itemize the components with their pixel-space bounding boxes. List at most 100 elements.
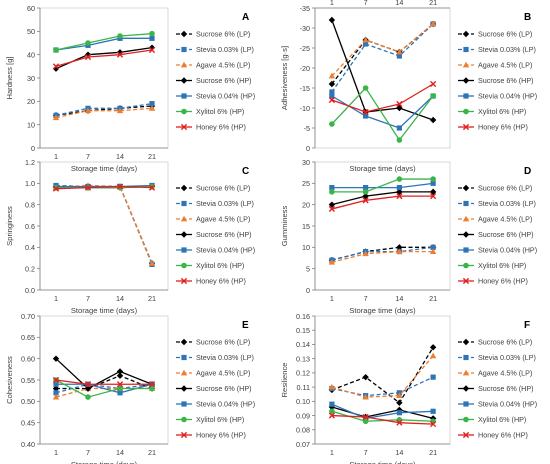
legend-marker [462, 431, 470, 439]
series-stevia-0-04-hp [329, 180, 436, 191]
legend-label: Xylitol 6% (HP) [196, 261, 244, 270]
data-point [362, 36, 369, 43]
y-tick-label: 25 [302, 179, 310, 188]
series-line [55, 185, 153, 190]
series-honey-6-hp [328, 193, 437, 213]
legend-label: Sucrose 6% (LP) [478, 30, 532, 39]
y-axis-title: Gumminess [280, 206, 289, 247]
legend-entry: Sucrose 6% (HP) [458, 384, 534, 393]
panel-letter: A [242, 12, 249, 23]
y-axis-title: Adhesiveness [g·s] [280, 46, 289, 110]
legend-marker [463, 354, 469, 361]
data-point [429, 20, 437, 27]
legend-entry: Stevia 0.03% (LP) [176, 45, 254, 54]
legend-entry: Stevia 0.04% (HP) [458, 92, 537, 101]
legend-marker [181, 416, 187, 423]
legend-entry: Agave 4.5% (LP) [458, 215, 532, 224]
data-point [53, 47, 59, 53]
legend-entry: Honey 6% (HP) [176, 431, 246, 440]
panel-letter: C [242, 166, 249, 177]
data-point [84, 107, 92, 114]
legend-entry: Sucrose 6% (LP) [458, 338, 532, 347]
legend-label: Honey 6% (HP) [478, 277, 528, 286]
legend-marker [462, 30, 470, 38]
series-xylitol-6-hp [53, 30, 155, 53]
data-point [430, 420, 437, 428]
series-line [331, 23, 434, 85]
legend-label: Agave 4.5% (LP) [478, 61, 532, 70]
data-point [362, 85, 369, 91]
legend-marker [462, 369, 470, 376]
y-axis-title: Resilience [280, 362, 289, 397]
series-line [331, 403, 434, 420]
series-sucrose-6-lp [328, 244, 437, 264]
data-point [429, 415, 437, 422]
legend-marker [462, 231, 470, 238]
data-point [430, 80, 437, 88]
series-line [331, 246, 434, 261]
legend-entry: Agave 4.5% (LP) [176, 369, 250, 378]
legend-entry: Stevia 0.04% (HP) [458, 400, 537, 409]
series-line [55, 105, 153, 116]
series-line [331, 246, 434, 261]
y-tick-label: 0.14 [296, 340, 310, 349]
legend-marker [180, 215, 188, 222]
series-line [331, 95, 434, 129]
series-xylitol-6-hp [329, 176, 436, 195]
y-tick-label: 0.60 [21, 354, 35, 363]
data-point [149, 385, 155, 392]
legend-marker [181, 262, 187, 269]
series-line [55, 33, 153, 51]
legend-entry: Agave 4.5% (LP) [176, 61, 250, 70]
legend-entry: Stevia 0.04% (HP) [176, 92, 255, 101]
data-point [362, 413, 369, 421]
y-tick-label: 0.12 [296, 369, 310, 378]
data-point [396, 125, 402, 131]
legend-entry: Sucrose 6% (LP) [176, 30, 250, 39]
legend-marker [180, 30, 188, 38]
series-line [55, 107, 153, 119]
x-tick-label: 1 [54, 294, 58, 303]
data-point [362, 373, 369, 381]
data-point [430, 176, 436, 182]
data-point [328, 403, 336, 411]
legend-label: Agave 4.5% (LP) [478, 215, 532, 224]
legend-entry: Sucrose 6% (HP) [458, 230, 534, 239]
legend-entry: Agave 4.5% (LP) [458, 61, 532, 70]
series-line [331, 195, 434, 210]
legend-entry: Stevia 0.03% (LP) [176, 353, 254, 362]
legend-label: Stevia 0.03% (LP) [478, 199, 536, 208]
data-point [84, 381, 92, 388]
y-tick-label: 15 [302, 222, 310, 231]
data-point [329, 121, 335, 127]
series-sucrose-6-hp [328, 403, 437, 422]
data-point [396, 100, 403, 108]
y-tick-label: 5 [306, 264, 310, 273]
legend-entry: Sucrose 6% (HP) [176, 76, 252, 85]
y-tick-label: 40 [27, 50, 35, 59]
data-point [116, 381, 124, 388]
legend-label: Honey 6% (HP) [196, 277, 246, 286]
x-axis-title: Storage time (days) [349, 460, 416, 464]
legend-entry: Sucrose 6% (HP) [176, 230, 252, 239]
legend-entry: Agave 4.5% (LP) [176, 215, 250, 224]
data-point [396, 392, 403, 399]
data-point [329, 401, 335, 407]
legend-entry: Stevia 0.03% (LP) [176, 199, 254, 208]
data-point [329, 93, 335, 99]
legend-label: Stevia 0.04% (HP) [478, 246, 537, 255]
y-tick-label: 30 [302, 158, 310, 167]
legend-label: Stevia 0.04% (HP) [196, 400, 255, 409]
data-point [117, 390, 123, 396]
legend-label: Agave 4.5% (LP) [196, 61, 250, 70]
legend-entry: Stevia 0.04% (HP) [176, 400, 255, 409]
y-tick-label: -30 [300, 24, 310, 33]
x-tick-label: 7 [86, 294, 90, 303]
y-tick-label: 50 [27, 27, 35, 36]
data-point [148, 46, 156, 54]
plot-frame [314, 315, 451, 445]
series-stevia-0-03-lp [53, 182, 155, 267]
series-sucrose-6-lp [52, 183, 156, 267]
legend-label: Sucrose 6% (LP) [478, 338, 532, 347]
y-tick-label: 0 [306, 286, 310, 295]
